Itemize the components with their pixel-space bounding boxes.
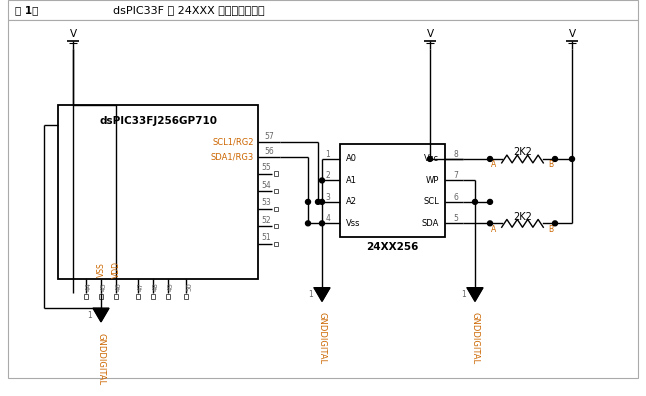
Text: GNDDIGITAL: GNDDIGITAL	[96, 333, 105, 385]
Bar	[99, 294, 103, 299]
Text: B: B	[548, 225, 554, 234]
Text: 50: 50	[186, 282, 192, 291]
Text: SCL1/RG2: SCL1/RG2	[213, 138, 254, 147]
Circle shape	[472, 200, 477, 204]
Bar	[274, 171, 278, 176]
Bar	[183, 294, 188, 299]
Text: 54: 54	[261, 181, 271, 190]
Circle shape	[320, 221, 324, 226]
Bar	[151, 294, 155, 299]
Text: 图 1：: 图 1：	[15, 5, 38, 15]
Text: A0: A0	[346, 154, 357, 164]
Text: GNDDIGITAL: GNDDIGITAL	[317, 312, 326, 364]
Polygon shape	[93, 308, 109, 322]
Text: 47: 47	[138, 282, 144, 291]
Text: 6: 6	[453, 192, 459, 202]
Bar	[274, 224, 278, 228]
Circle shape	[306, 221, 311, 226]
Text: Vcc: Vcc	[424, 154, 439, 164]
Circle shape	[488, 156, 492, 162]
Text: A: A	[492, 225, 497, 234]
Text: VDD: VDD	[112, 261, 121, 278]
Text: 52: 52	[261, 216, 271, 225]
Text: 2K2: 2K2	[513, 211, 532, 221]
Text: A: A	[492, 160, 497, 169]
Text: SCL: SCL	[423, 197, 439, 206]
Text: dsPIC33FJ256GP710: dsPIC33FJ256GP710	[99, 116, 217, 126]
Text: 3: 3	[326, 192, 331, 202]
Text: A2: A2	[346, 197, 357, 206]
Bar	[8, 0, 638, 19]
Text: Vss: Vss	[346, 219, 360, 228]
Text: 51: 51	[261, 234, 271, 242]
Bar	[58, 105, 258, 279]
Text: V: V	[69, 29, 77, 39]
Text: 46: 46	[116, 282, 122, 291]
Text: 1: 1	[326, 150, 330, 159]
Text: 4: 4	[326, 214, 331, 223]
Polygon shape	[314, 288, 330, 301]
Bar	[274, 189, 278, 193]
Text: SDA1/RG3: SDA1/RG3	[211, 152, 254, 162]
Circle shape	[320, 178, 324, 183]
Circle shape	[306, 200, 311, 204]
Text: SDA: SDA	[422, 219, 439, 228]
Text: 8: 8	[453, 150, 459, 159]
Text: 49: 49	[168, 282, 174, 291]
Circle shape	[428, 156, 433, 162]
Text: 5: 5	[453, 214, 459, 223]
Circle shape	[552, 156, 557, 162]
Circle shape	[320, 200, 324, 204]
Text: WP: WP	[426, 176, 439, 185]
Circle shape	[488, 221, 492, 226]
Polygon shape	[467, 288, 483, 301]
Circle shape	[552, 221, 557, 226]
Bar	[340, 145, 445, 237]
Text: 48: 48	[153, 282, 159, 291]
Text: A1: A1	[346, 176, 357, 185]
Text: 2: 2	[326, 171, 330, 180]
Bar	[274, 242, 278, 246]
Text: 56: 56	[264, 147, 274, 156]
Text: dsPIC33F 和 24XXX 系列器件的电路: dsPIC33F 和 24XXX 系列器件的电路	[85, 5, 265, 15]
Text: 1: 1	[461, 290, 466, 299]
Text: 1: 1	[87, 310, 92, 320]
Text: 24XX256: 24XX256	[366, 242, 419, 252]
Text: V: V	[568, 29, 576, 39]
Text: B: B	[548, 160, 554, 169]
Text: 1: 1	[308, 290, 313, 299]
Bar	[274, 207, 278, 211]
Text: GNDDIGITAL: GNDDIGITAL	[470, 312, 479, 364]
Text: 55: 55	[261, 163, 271, 172]
Text: 53: 53	[261, 198, 271, 208]
Text: 45: 45	[101, 282, 107, 291]
Text: V: V	[426, 29, 433, 39]
Text: 44: 44	[86, 282, 92, 291]
Text: VSS: VSS	[96, 262, 105, 276]
Bar	[166, 294, 171, 299]
Bar	[84, 294, 89, 299]
Circle shape	[315, 200, 320, 204]
Circle shape	[488, 200, 492, 204]
Circle shape	[570, 156, 574, 162]
Bar	[136, 294, 140, 299]
Text: 7: 7	[453, 171, 459, 180]
Bar	[114, 294, 118, 299]
Text: 57: 57	[264, 132, 274, 141]
Text: 2K2: 2K2	[513, 147, 532, 157]
